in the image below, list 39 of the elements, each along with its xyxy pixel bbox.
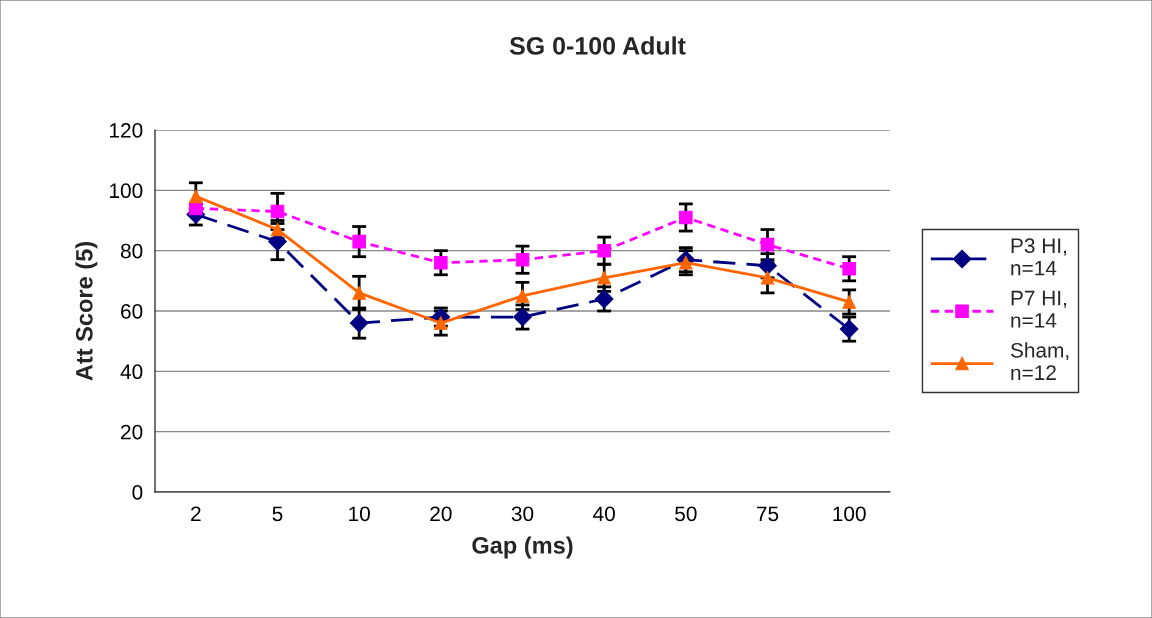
x-tick-label: 100 xyxy=(833,506,866,522)
point xyxy=(352,234,366,249)
chart-title: SG 0-100 Adult xyxy=(509,36,686,55)
y-tick-label: 120 xyxy=(110,123,143,138)
point xyxy=(515,252,530,267)
x-tick-label: 10 xyxy=(349,506,370,522)
y-tick-label: 20 xyxy=(121,424,143,440)
point xyxy=(760,237,775,252)
x-tick-label: 30 xyxy=(511,506,534,522)
point xyxy=(189,201,203,216)
legend-label: P7 HI, n=14 xyxy=(1011,290,1066,328)
x-tick-label: 2 xyxy=(191,506,201,521)
x-axis-title: Gap (ms) xyxy=(472,536,573,559)
legend-label: Sham, n=12 xyxy=(1010,342,1069,380)
point xyxy=(597,271,611,285)
x-tick-label: 5 xyxy=(272,506,283,522)
y-tick-label: 0 xyxy=(132,485,143,500)
point xyxy=(679,210,693,225)
x-tick-label: 75 xyxy=(756,506,779,522)
y-tick-label: 80 xyxy=(120,243,143,259)
x-tick-label: 40 xyxy=(593,506,615,522)
x-tick-label: 50 xyxy=(675,506,697,522)
point xyxy=(760,271,775,285)
point xyxy=(352,286,366,300)
point xyxy=(515,289,530,303)
point xyxy=(434,255,448,270)
point xyxy=(597,243,611,258)
point xyxy=(758,256,777,276)
point xyxy=(842,262,856,276)
point xyxy=(349,313,369,333)
legend-label: P3 HI, n=14 xyxy=(1011,238,1066,276)
point xyxy=(679,255,693,270)
y-tick-label: 60 xyxy=(121,304,143,319)
x-tick-label: 20 xyxy=(430,506,452,522)
point xyxy=(434,316,448,330)
y-axis-title: Att Score (5) xyxy=(75,241,98,381)
y-tick-label: 40 xyxy=(120,364,143,380)
y-tick-label: 100 xyxy=(110,183,143,199)
point xyxy=(842,295,856,309)
